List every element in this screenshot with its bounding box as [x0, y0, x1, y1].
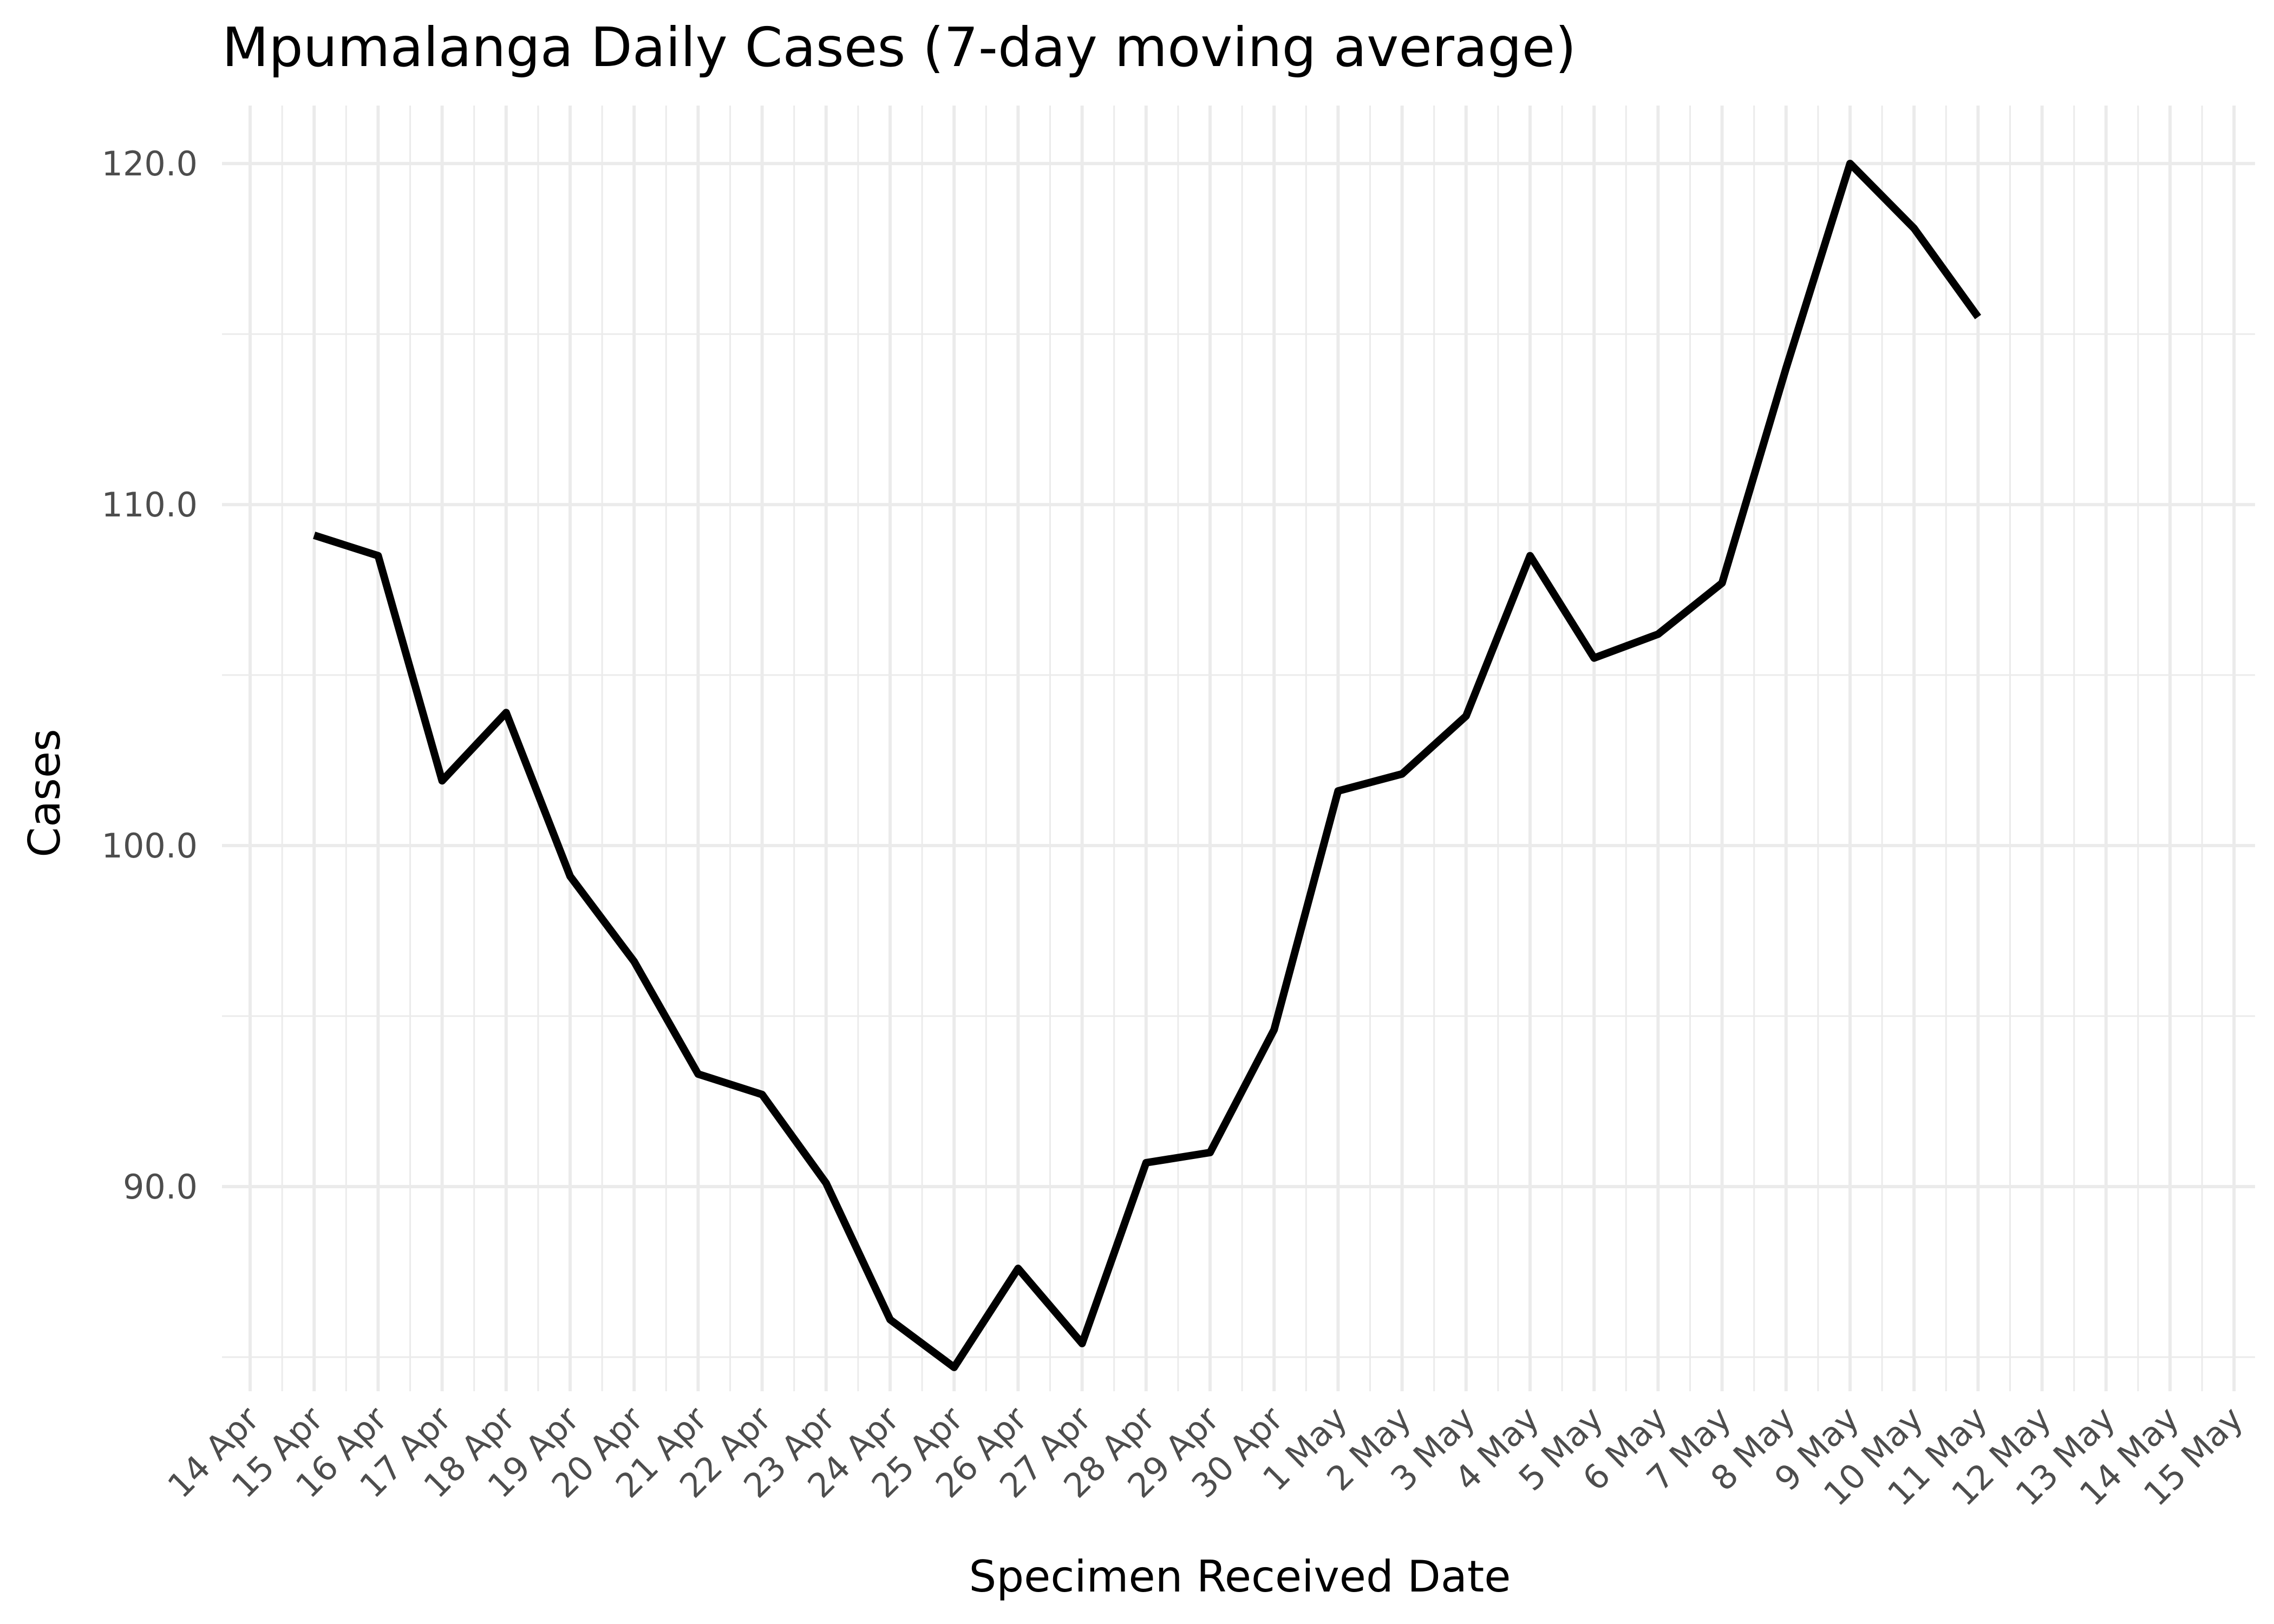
- series-line: [313, 160, 1982, 1371]
- y-axis-title: Cases: [19, 729, 70, 857]
- y-tick-label: 120.0: [102, 144, 198, 184]
- y-tick-label: 110.0: [102, 485, 198, 525]
- x-axis-title: Specimen Received Date: [969, 1551, 1511, 1602]
- y-tick-label: 100.0: [102, 826, 198, 866]
- y-tick-label: 90.0: [123, 1167, 198, 1207]
- chart-title: Mpumalanga Daily Cases (7-day moving ave…: [222, 16, 1576, 79]
- series-layer: [313, 160, 1982, 1371]
- y-axis-ticks: 90.0 100.0 110.0 120.0: [102, 144, 198, 1207]
- grid: [222, 106, 2255, 1391]
